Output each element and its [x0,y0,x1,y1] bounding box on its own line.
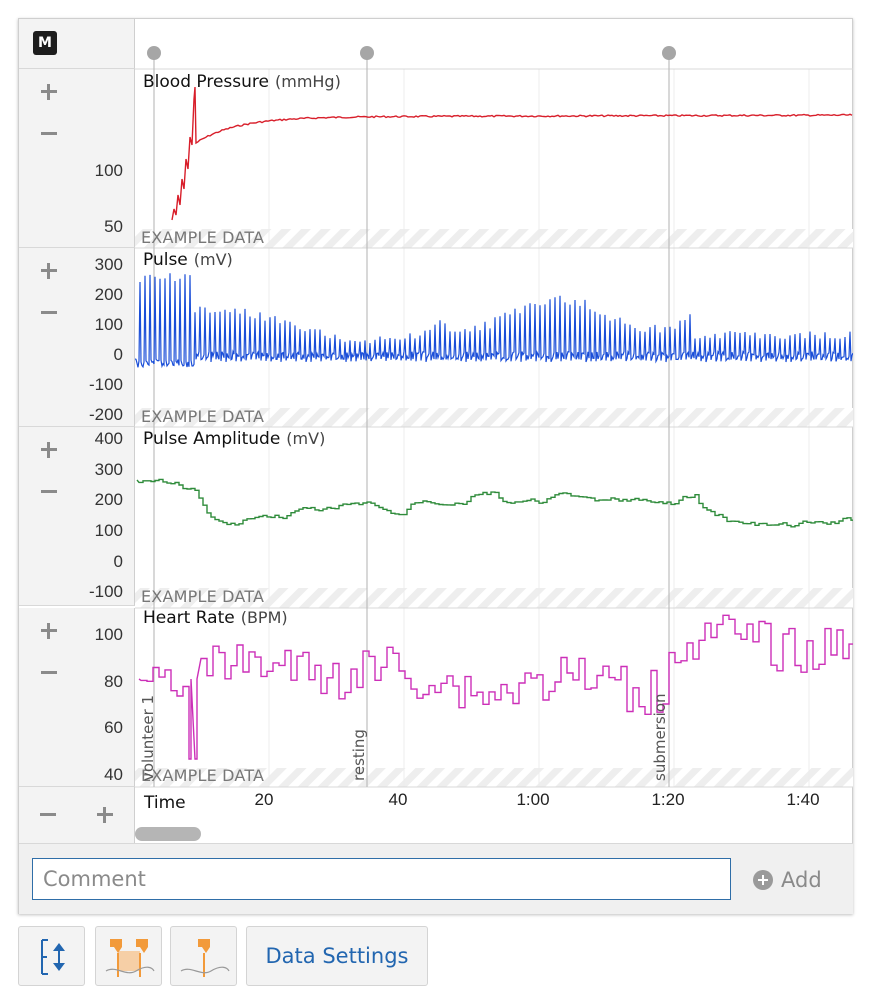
example-data-watermark: EXAMPLE DATA [141,228,265,247]
trace-line-pulse-amplitude [136,478,853,528]
trace-line-pulse [135,273,853,369]
x-tick: 20 [254,790,274,809]
trace-line-blood-pressure [171,86,853,221]
y-tick: 50 [104,217,123,236]
marker-mode-badge[interactable]: M [33,31,57,55]
y-tick: 300 [94,255,123,274]
zoom-in-button[interactable] [38,81,60,103]
zoom-in-button[interactable] [38,620,60,642]
y-tick: 80 [104,672,123,691]
marker-label: resting [350,729,368,781]
time-zoom-in-button[interactable] [94,804,116,826]
point-marker-icon [180,939,230,977]
y-tick: 100 [94,625,123,644]
y-tick: 100 [94,521,123,540]
data-settings-button[interactable]: Data Settings [246,926,428,986]
x-tick: 1:20 [651,790,685,809]
y-tick: -100 [88,582,123,601]
trace-controls-heart-rate: 100 80 60 40 [19,608,135,787]
time-zoom-controls [19,787,135,843]
plot-area[interactable]: Blood Pressure (mmHg) Pulse (mV) Pulse Amp… [135,19,853,843]
marker-handle[interactable] [147,46,161,60]
scale-icon [41,939,65,975]
marker-label: submersion [651,693,669,781]
add-icon [753,870,773,890]
range-marker-icon [105,939,155,977]
x-tick: 1:00 [516,790,550,809]
zoom-in-button[interactable] [38,439,60,461]
time-zoom-out-button[interactable] [37,804,59,826]
x-tick: 1:40 [786,790,820,809]
trace-title: Pulse (mV) [143,250,233,270]
add-label: Add [781,868,822,892]
marker-label: volunteer 1 [139,694,157,781]
y-tick: 100 [94,315,123,334]
x-tick: 40 [388,790,408,809]
y-tick: 100 [94,161,123,180]
horizontal-scrollbar-thumb[interactable] [135,827,201,841]
autoscale-button[interactable] [18,926,85,986]
add-point-marker-button[interactable] [170,926,237,986]
trace-title: Blood Pressure (mmHg) [143,72,341,92]
y-tick: 60 [104,718,123,737]
y-tick: -200 [88,405,123,424]
example-data-watermark: EXAMPLE DATA [141,587,265,606]
trace-controls-blood-pressure: 100 50 0 [19,69,135,291]
zoom-out-button[interactable] [38,481,60,503]
y-tick: 200 [94,285,123,304]
trace-title: Pulse Amplitude (mV) [143,429,326,449]
trace-separators [135,68,853,788]
time-axis-label: Time [144,793,186,813]
add-comment-button[interactable]: Add [753,864,822,896]
marker-handle[interactable] [360,46,374,60]
trace-title: Heart Rate (BPM) [143,608,288,628]
y-tick: 40 [104,765,123,784]
trace-controls-pulse: 300 200 100 0 -100 -200 [19,248,135,427]
zoom-out-button[interactable] [38,302,60,324]
zoom-out-button[interactable] [38,662,60,684]
comment-input[interactable] [32,858,731,900]
y-tick: 0 [113,552,123,571]
plot-svg [135,46,853,788]
add-range-marker-button[interactable] [95,926,162,986]
example-data-watermark: EXAMPLE DATA [141,766,265,785]
zoom-in-button[interactable] [38,260,60,282]
y-tick: 300 [94,460,123,479]
y-tick: -100 [88,375,123,394]
y-tick: 0 [113,345,123,364]
vertical-gridlines [268,69,810,787]
trace-line-heart-rate [138,614,853,760]
comment-bar: Add [19,843,853,914]
y-tick: 200 [94,490,123,509]
trace-controls-pulse-amplitude: 400 300 200 100 0 -100 [19,427,135,606]
zoom-out-button[interactable] [38,123,60,145]
example-data-watermark: EXAMPLE DATA [141,407,265,426]
marker-handle[interactable] [662,46,676,60]
chart-view: M 100 50 0 300 200 100 0 -100 -200 400 3… [18,18,853,914]
marker-header: M [19,19,135,69]
y-tick: 400 [94,429,123,448]
